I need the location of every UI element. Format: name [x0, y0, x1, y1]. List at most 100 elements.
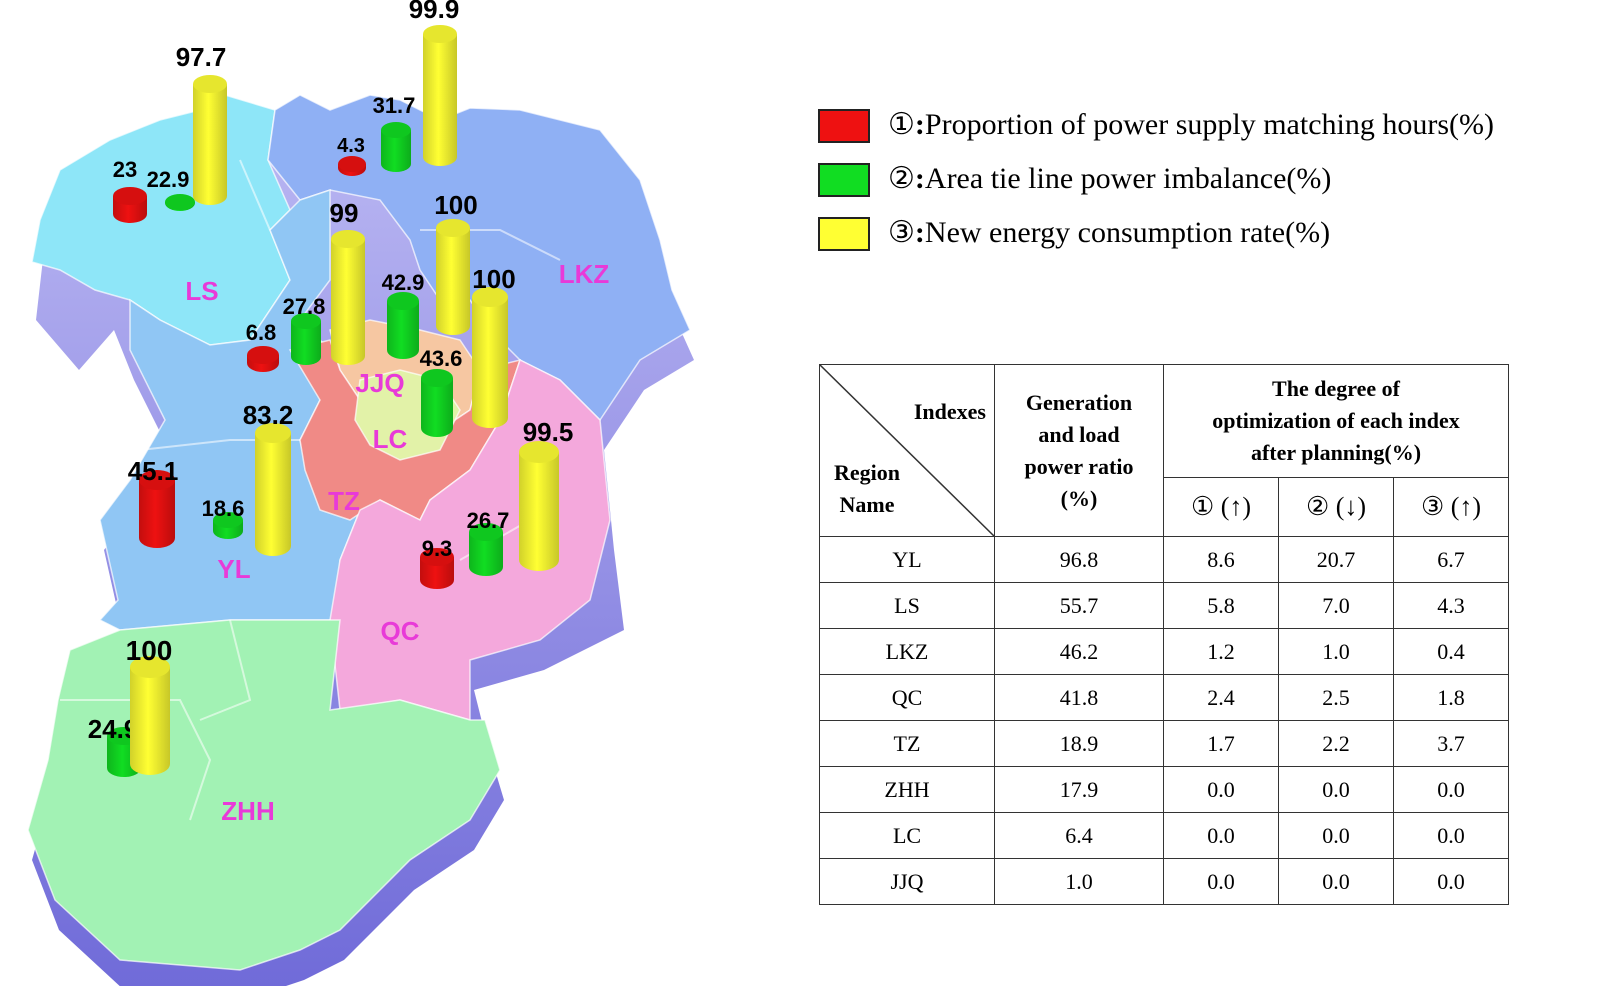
region-label-lc: LC: [373, 424, 408, 454]
region-name-cell: YL: [819, 536, 995, 583]
value-cell: 18.9: [994, 720, 1164, 767]
value-cell: 7.0: [1278, 582, 1394, 629]
corner-region-line-1: Region: [834, 460, 900, 485]
bar-value-label: 100: [472, 264, 515, 294]
bar-body: [139, 480, 175, 548]
value-cell: 0.0: [1278, 858, 1394, 905]
bar-value-label: 24.9: [88, 714, 139, 744]
value-cell: 0.0: [1163, 812, 1279, 859]
value-cell: 96.8: [994, 536, 1164, 583]
sub-header-2: ② (↓): [1278, 477, 1394, 537]
bar-top-cap: [472, 287, 508, 307]
value-cell: 1.2: [1163, 628, 1279, 675]
value-cell: 0.0: [1163, 858, 1279, 905]
bar-value-label: 99: [330, 198, 359, 228]
bar-ls-metric-2: 22.9: [147, 167, 195, 211]
bar-value-label: 18.6: [202, 496, 245, 521]
table-row: JJQ 1.0 0.0 0.0 0.0: [819, 858, 1509, 905]
bar-lkz-metric-3: 99.9: [409, 0, 459, 166]
value-cell: 2.5: [1278, 674, 1394, 721]
value-cell: 6.7: [1393, 536, 1509, 583]
bar-body: [193, 84, 227, 205]
bar-lc-metric-3: 99: [330, 198, 365, 365]
region-label-lkz: LKZ: [559, 259, 610, 289]
bar-lc-metric-2: 27.8: [283, 294, 326, 365]
region-name-cell: LC: [819, 812, 995, 859]
bar-value-label: 42.9: [382, 270, 425, 295]
table-header-row-2: ① (↑) ② (↓) ③ (↑): [820, 477, 1509, 537]
bar-value-label: 27.8: [283, 294, 326, 319]
bar-qc-metric-1: 9.3: [420, 536, 454, 589]
bar-zhh-metric-3: 100: [126, 635, 172, 775]
bar-top-cap: [420, 548, 454, 566]
bar-lkz-metric-2: 31.7: [373, 93, 415, 172]
bar-top-cap: [139, 470, 175, 490]
value-cell: 1.0: [994, 858, 1164, 905]
bar-top-cap: [331, 230, 365, 248]
legend-item: ①:Proportion of power supply matching ho…: [818, 105, 1600, 145]
region-name-cell: LKZ: [819, 628, 995, 675]
bar-top-cap: [255, 423, 291, 443]
value-cell: 2.4: [1163, 674, 1279, 721]
corner-region-label: Region Name: [834, 457, 900, 521]
bar-top-cap: [247, 346, 279, 364]
legend-text: New energy consumption rate(%): [924, 216, 1331, 249]
bar-value-label: 9.3: [422, 536, 453, 561]
bar-tz-metric-3: 100: [472, 264, 516, 428]
value-cell: 46.2: [994, 628, 1164, 675]
legend-marker: ②: [888, 162, 915, 195]
bar-body: [423, 34, 457, 166]
corner-region-line-2: Name: [839, 492, 895, 517]
bar-top-cap: [113, 187, 147, 205]
bar-value-label: 83.2: [243, 400, 294, 430]
value-cell: 5.8: [1163, 582, 1279, 629]
value-cell: 0.4: [1393, 628, 1509, 675]
value-cell: 0.0: [1393, 812, 1509, 859]
ratio-column-header: Generation and load power ratio (%): [994, 364, 1164, 537]
ratio-header-line-2: and load: [1038, 421, 1120, 447]
legend-marker: ③: [888, 216, 915, 249]
value-cell: 0.0: [1278, 812, 1394, 859]
bar-body: [387, 301, 419, 359]
bar-value-label: 97.7: [176, 42, 227, 72]
bar-top-cap: [165, 194, 195, 210]
bar-top-cap: [423, 25, 457, 43]
sub-header-1: ① (↑): [1163, 477, 1279, 537]
sub-header-3: ③ (↑): [1393, 477, 1509, 537]
bar-body: [469, 532, 503, 576]
bar-lc-metric-1: 6.8: [246, 320, 279, 372]
value-cell: 2.2: [1278, 720, 1394, 767]
value-cell: 1.7: [1163, 720, 1279, 767]
bar-value-label: 26.7: [467, 508, 510, 533]
bar-qc-metric-3: 99.5: [519, 417, 573, 571]
bar-tz-metric-2: 43.6: [420, 346, 463, 437]
bar-top-cap: [338, 156, 366, 172]
bar-top-cap: [213, 512, 243, 528]
legend-marker: ①: [888, 108, 915, 141]
group-header-line-3: after planning(%): [1250, 440, 1422, 465]
table-row: LKZ 46.2 1.2 1.0 0.4: [819, 628, 1509, 675]
value-cell: 1.0: [1278, 628, 1394, 675]
bar-body: [331, 239, 365, 365]
bar-top-cap: [381, 122, 411, 138]
legend-item: ②:Area tie line power imbalance(%): [818, 159, 1600, 199]
bar-yl-metric-2: 18.6: [202, 496, 245, 539]
bar-top-cap: [130, 656, 170, 678]
region-name-cell: TZ: [819, 720, 995, 767]
bar-body: [381, 130, 411, 172]
legend-item: ③:New energy consumption rate(%): [818, 213, 1600, 253]
value-cell: 55.7: [994, 582, 1164, 629]
bar-ls-metric-1: 23: [113, 157, 147, 223]
bar-value-label: 43.6: [420, 346, 463, 371]
group-header-line-2: optimization of each index: [1212, 408, 1460, 433]
bar-top-cap: [291, 313, 321, 329]
bar-value-label: 22.9: [147, 167, 190, 192]
value-cell: 6.4: [994, 812, 1164, 859]
corner-diagonal: [820, 365, 994, 536]
table-row: YL 96.8 8.6 20.7 6.7: [819, 536, 1509, 583]
region-label-ls: LS: [185, 276, 218, 306]
bar-value-label: 6.8: [246, 320, 277, 345]
bar-value-label: 4.3: [337, 135, 365, 157]
legend-label: ②:Area tie line power imbalance(%): [888, 162, 1332, 195]
legend-label: ①:Proportion of power supply matching ho…: [888, 108, 1494, 141]
